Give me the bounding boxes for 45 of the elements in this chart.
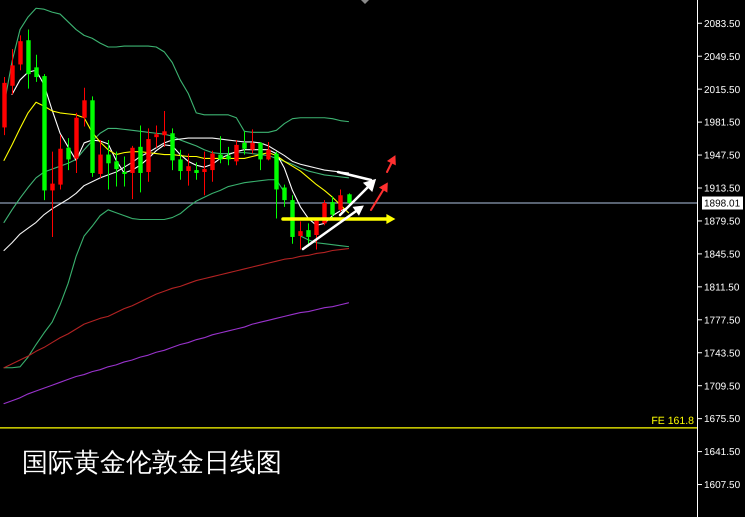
candlestick — [266, 141, 271, 161]
candlestick — [330, 196, 335, 220]
candlestick — [258, 141, 263, 171]
y-tick-label: 1947.50 — [704, 150, 741, 162]
candlestick — [234, 140, 239, 166]
line-series — [3, 302, 350, 404]
ref-line-label: 1898.01 — [704, 198, 741, 210]
candlestick — [338, 188, 343, 212]
candlestick — [210, 150, 215, 182]
y-tick-label: 1811.50 — [704, 282, 740, 294]
y-tick-label: 2049.50 — [704, 52, 741, 63]
candlestick — [282, 184, 287, 208]
text: 国际黄金伦敦金日线图 — [22, 447, 282, 477]
candlestick — [106, 140, 111, 190]
candlestick — [10, 48, 15, 95]
candlestick — [186, 153, 191, 186]
y-tick-label: 1709.50 — [704, 381, 741, 392]
y-tick-label: 1777.50 — [704, 315, 741, 326]
y-tick-label: 2015.50 — [704, 84, 741, 96]
candlestick — [18, 34, 23, 71]
candlestick — [50, 151, 55, 238]
candlestick — [122, 156, 127, 188]
candlestick — [66, 138, 71, 171]
y-tick-label: 1641.50 — [704, 447, 741, 458]
y-tick-label: 1607.50 — [704, 480, 741, 492]
ref-line-label: FE 161.8 — [651, 414, 694, 427]
candlestick — [226, 146, 231, 166]
candlestick — [218, 136, 223, 164]
y-tick-label: 1675.50 — [704, 414, 741, 426]
y-tick-label: 1981.50 — [704, 118, 741, 129]
y-tick-label: 1879.50 — [704, 216, 741, 228]
y-tick-label: 2083.50 — [704, 18, 741, 30]
candlestick — [98, 140, 103, 178]
candlestick — [242, 130, 247, 156]
candlestick — [298, 220, 303, 250]
candlestick — [202, 151, 207, 196]
y-tick-label: 1743.50 — [704, 348, 741, 360]
candlestick — [178, 149, 183, 180]
line-series — [3, 248, 350, 368]
candlestick — [154, 124, 159, 148]
y-tick-label: 1845.50 — [704, 249, 741, 260]
candlestick — [194, 162, 199, 180]
y-tick-label: 1913.50 — [704, 184, 741, 195]
line-series — [3, 102, 350, 214]
line-series — [3, 128, 350, 223]
